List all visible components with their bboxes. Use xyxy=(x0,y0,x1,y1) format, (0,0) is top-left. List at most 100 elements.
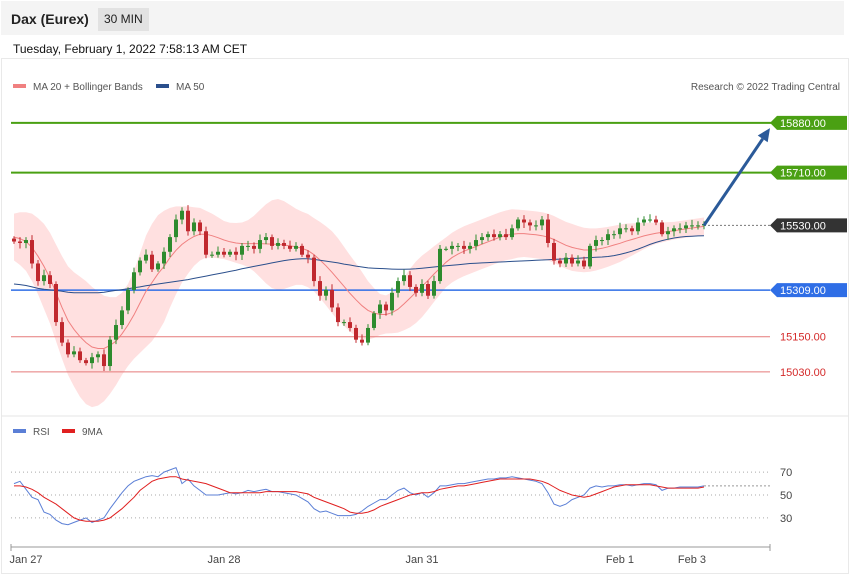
candle-body xyxy=(348,322,352,328)
candle-body xyxy=(528,222,532,226)
candle-body xyxy=(252,245,256,249)
rsi-ma-line xyxy=(14,476,705,522)
candle-body xyxy=(672,228,676,232)
candle-body xyxy=(546,219,550,243)
time-axis: Jan 27 Jan 28 Jan 31 Feb 1 Feb 3 xyxy=(9,544,771,566)
candle-body xyxy=(564,257,568,264)
timeframe-button[interactable]: 30 MIN xyxy=(98,8,149,31)
x-tick-label: Feb 3 xyxy=(678,554,706,566)
candle-body xyxy=(594,240,598,246)
candle-body xyxy=(558,260,562,264)
candle-body xyxy=(42,275,46,282)
candle-body xyxy=(402,275,406,282)
rsi-tick-label: 50 xyxy=(780,490,792,502)
chart-frame xyxy=(1,58,849,574)
candle-body xyxy=(642,219,646,223)
level-label: 15710.00 xyxy=(780,168,826,180)
candle-body xyxy=(432,281,436,296)
x-tick-label: Feb 1 xyxy=(606,554,634,566)
candle-body xyxy=(306,254,310,258)
candle-body xyxy=(276,242,280,246)
candle-body xyxy=(168,237,172,252)
forecast-arrow xyxy=(702,128,770,227)
candle-body xyxy=(228,251,232,255)
candle-body xyxy=(480,237,484,241)
candle-body xyxy=(114,325,118,340)
candle-body xyxy=(84,360,88,364)
candle-body xyxy=(234,251,238,255)
candle-body xyxy=(384,304,388,311)
candle-body xyxy=(438,248,442,282)
candle-body xyxy=(372,313,376,328)
candle-body xyxy=(462,245,466,249)
candle-body xyxy=(354,327,358,340)
level-label: 15150.00 xyxy=(780,332,826,344)
candle-body xyxy=(456,245,460,247)
candle-body xyxy=(66,342,70,355)
candle-body xyxy=(36,263,40,282)
candle-body xyxy=(510,228,514,238)
candle-body xyxy=(390,292,394,311)
forecast-arrow-shaft xyxy=(702,138,764,227)
candle-body xyxy=(240,245,244,255)
forecast-arrow-head xyxy=(757,128,770,143)
candle-body xyxy=(690,225,694,227)
candle-body xyxy=(666,231,670,235)
candle-body xyxy=(654,219,658,223)
level-label: 15880.00 xyxy=(780,118,826,130)
candle-body xyxy=(204,231,208,255)
candle-body xyxy=(288,245,292,249)
candle-body xyxy=(162,251,166,264)
candle-body xyxy=(60,322,64,343)
candle-body xyxy=(246,245,250,247)
candle-body xyxy=(420,284,424,293)
candle-body xyxy=(588,245,592,267)
rsi-legend: RSI 9MA xyxy=(13,427,103,438)
main-legend: MA 20 + Bollinger Bands MA 50 xyxy=(13,82,205,93)
price-levels: 15880.00 15710.00 15530.00 15309.00 15150.00… xyxy=(11,115,847,379)
candle-body xyxy=(504,234,508,238)
candle-body xyxy=(624,228,628,230)
candle-body xyxy=(54,284,58,323)
candle-body xyxy=(102,354,106,367)
candle-body xyxy=(180,210,184,220)
candle-body xyxy=(414,286,418,293)
candle-body xyxy=(360,339,364,343)
candle-body xyxy=(96,354,100,358)
level-label: 15530.00 xyxy=(780,220,826,232)
candle-body xyxy=(678,228,682,230)
level-label: 15309.00 xyxy=(780,285,826,297)
candle-body xyxy=(660,222,664,235)
candle-body xyxy=(696,225,700,227)
candle-body xyxy=(522,219,526,223)
candle-body xyxy=(570,257,574,264)
candle-body xyxy=(210,254,214,256)
candle-body xyxy=(12,238,16,242)
candle-body xyxy=(600,240,604,242)
candle-body xyxy=(192,222,196,232)
candle-body xyxy=(294,245,298,249)
candle-body xyxy=(426,284,430,296)
candle-body xyxy=(72,351,76,355)
candle-body xyxy=(492,234,496,238)
candle-body xyxy=(534,225,538,227)
candle-body xyxy=(90,357,94,364)
candle-body xyxy=(630,228,634,232)
candle-body xyxy=(330,289,334,308)
candle-body xyxy=(30,240,34,264)
candle-body xyxy=(78,351,82,361)
legend-swatch xyxy=(13,429,26,433)
candle-body xyxy=(132,272,136,290)
candle-body xyxy=(216,251,220,255)
candle-body xyxy=(108,339,112,367)
candle-body xyxy=(612,234,616,236)
candle-body xyxy=(378,304,382,314)
candle-body xyxy=(618,228,622,235)
rsi-panel: 70 50 30 xyxy=(11,466,792,526)
candle-body xyxy=(174,219,178,238)
candle-body xyxy=(24,240,28,243)
candle-body xyxy=(468,245,472,249)
candle-body xyxy=(336,307,340,323)
candle-body xyxy=(582,260,586,267)
